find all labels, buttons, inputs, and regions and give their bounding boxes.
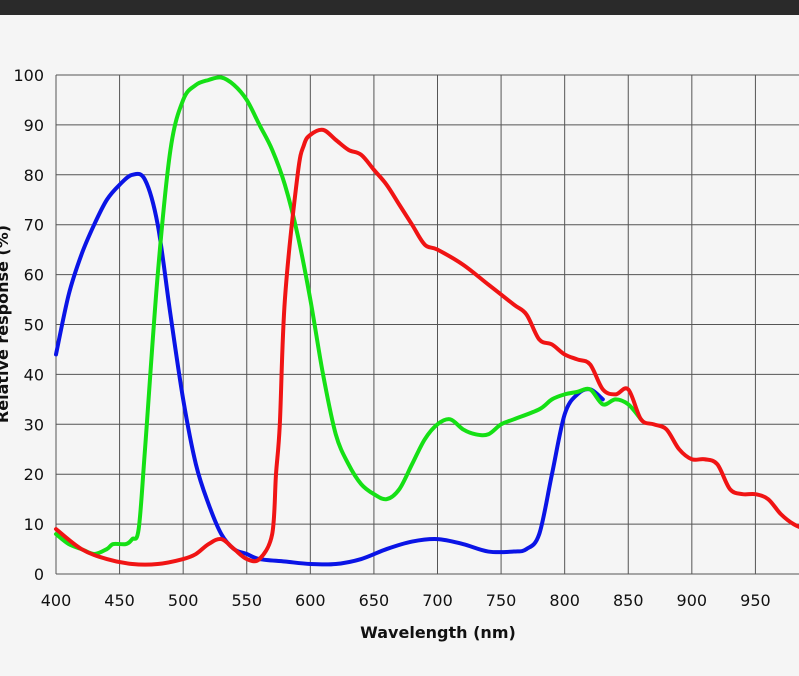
y-tick-label: 20 [24,465,44,484]
series-line-2 [54,75,643,557]
x-tick-label: 700 [422,591,453,610]
y-tick-label: 60 [24,266,44,285]
x-tick-label: 600 [295,591,326,610]
y-tick-label: 40 [24,365,44,384]
series-line-1 [54,171,605,567]
x-tick-label: 550 [231,591,262,610]
y-tick-labels: 0 10 20 30 40 50 60 70 80 90 100 [13,66,44,584]
x-tick-label: 900 [677,591,708,610]
y-tick-label: 0 [34,565,44,584]
y-tick-label: 100 [13,66,44,85]
y-axis-title: Relative response (%) [0,225,12,423]
x-tick-label: 750 [486,591,517,610]
x-tick-label: 450 [104,591,135,610]
x-tick-label: 850 [613,591,644,610]
series-line-3 [54,127,799,567]
y-tick-label: 50 [24,316,44,335]
top-banner [0,0,799,15]
x-axis-title: Wavelength (nm) [360,623,516,642]
x-tick-label: 500 [168,591,199,610]
x-tick-label: 650 [359,591,390,610]
y-tick-label: 90 [24,116,44,135]
y-tick-label: 70 [24,216,44,235]
grid [55,74,799,575]
y-tick-label: 10 [24,515,44,534]
y-tick-label: 30 [24,415,44,434]
y-tick-label: 80 [24,166,44,185]
series-group [54,75,799,567]
x-tick-labels: 4004505005506006507007508008509009501000 [41,591,799,610]
x-tick-label: 950 [740,591,771,610]
x-tick-label: 400 [41,591,72,610]
x-tick-label: 800 [549,591,580,610]
